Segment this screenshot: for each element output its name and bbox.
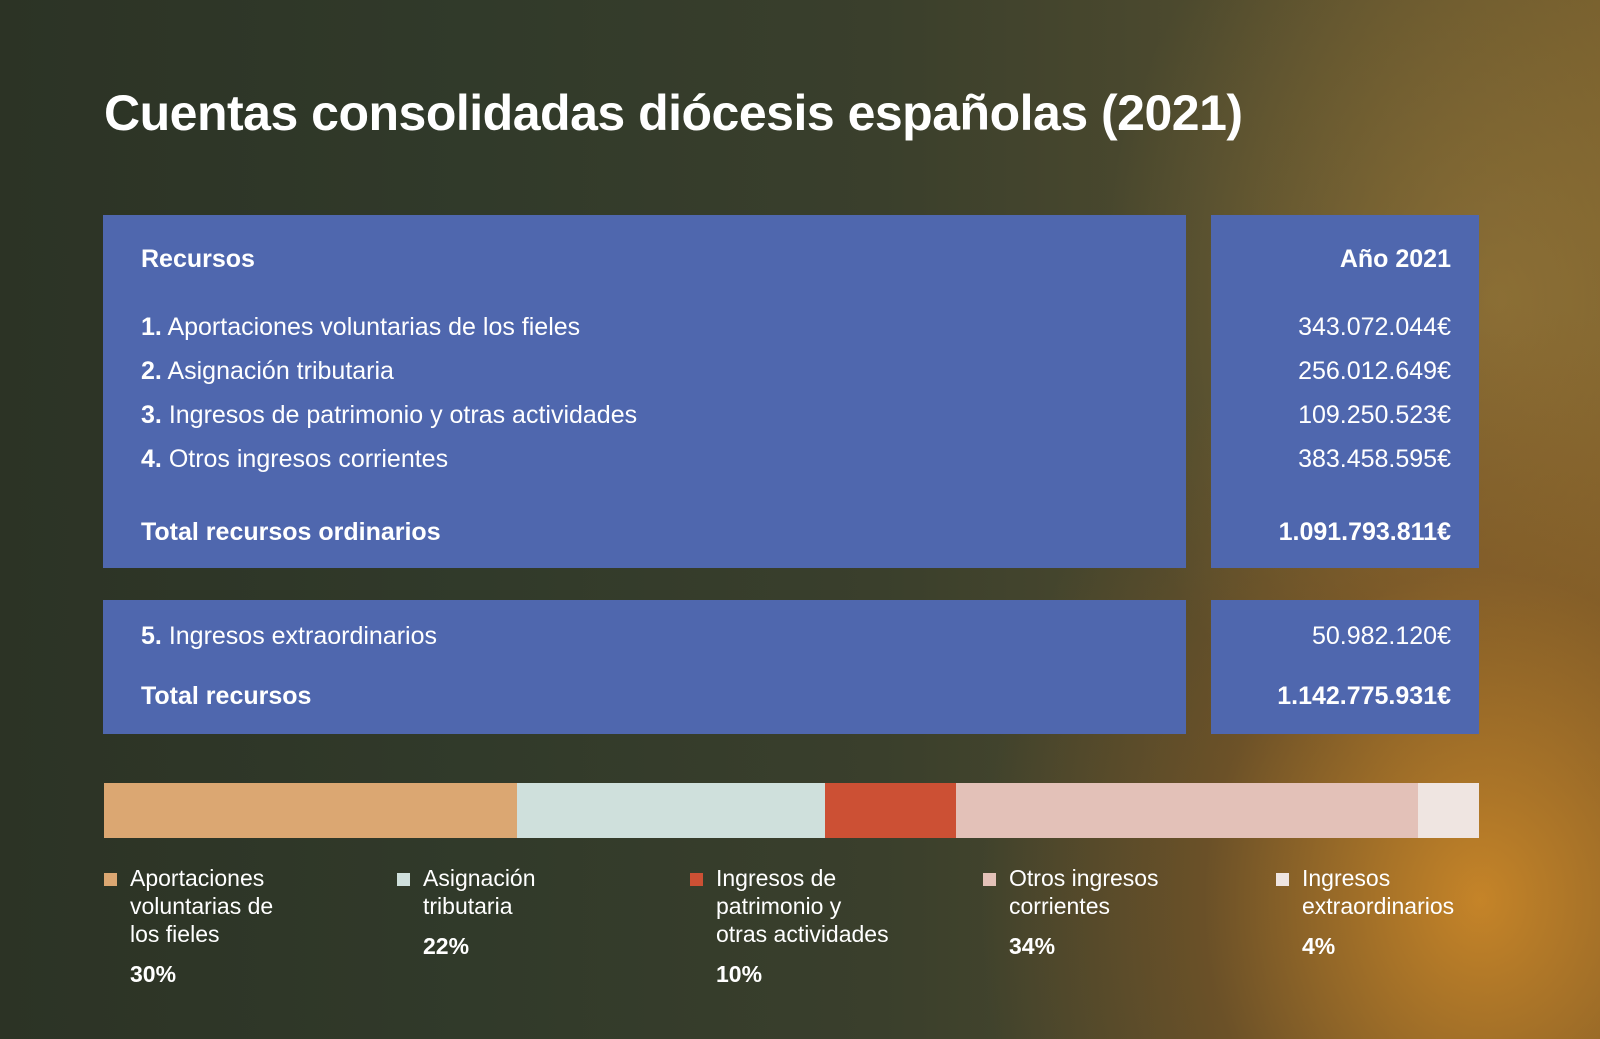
row-number: 4.	[141, 445, 162, 473]
row-number: 2.	[141, 357, 162, 385]
row-label: Ingresos de patrimonio y otras actividad…	[168, 401, 638, 429]
legend-item: Ingresos de patrimonio y otras actividad…	[690, 864, 930, 988]
values-panel: Año 2021 343.072.044€ 256.012.649€ 109.2…	[1211, 215, 1479, 568]
legend-label: Ingresos extraordinarios	[1302, 865, 1455, 919]
resources-panel: Recursos 1. Aportaciones voluntarias de …	[103, 215, 1186, 568]
legend-percent: 22%	[423, 933, 470, 959]
legend-percent: 34%	[1009, 933, 1056, 959]
subtotal-value: 1.091.793.811€	[1278, 518, 1451, 546]
legend-label: Otros ingresos corrientes	[1009, 865, 1159, 919]
row-label: Otros ingresos corrientes	[168, 445, 449, 473]
subtotal-label: Total recursos ordinarios	[141, 518, 441, 546]
row-label-5: 5. Ingresos extraordinarios	[141, 622, 437, 651]
row-number: 1.	[141, 313, 162, 341]
header-recursos: Recursos	[141, 245, 255, 273]
bar-segment	[516, 783, 825, 838]
extra-panel: 5. Ingresos extraordinarios Total recurs…	[103, 600, 1186, 734]
legend-label: Asignación tributaria	[423, 865, 536, 919]
legend-item: Ingresos extraordinarios 4%	[1276, 864, 1516, 960]
legend-swatch	[397, 873, 410, 886]
total-label: Total recursos	[141, 682, 312, 710]
bar-segment	[1417, 783, 1479, 838]
page-title: Cuentas consolidadas diócesis españolas …	[104, 85, 1243, 141]
legend-label: Ingresos de patrimonio y otras actividad…	[716, 865, 889, 947]
row-label-3: 3. Ingresos de patrimonio y otras activi…	[141, 401, 637, 430]
legend-item: Aportaciones voluntarias de los fieles 30…	[104, 864, 344, 988]
total-value: 1.142.775.931€	[1277, 682, 1451, 710]
legend-item: Asignación tributaria 22%	[397, 864, 637, 960]
row-label-4: 4. Otros ingresos corrientes	[141, 445, 448, 474]
row-label: Aportaciones voluntarias de los fieles	[167, 313, 581, 341]
header-year: Año 2021	[1339, 245, 1451, 273]
legend-percent: 30%	[130, 961, 177, 987]
legend-percent: 4%	[1302, 933, 1336, 959]
row-value-3: 109.250.523€	[1298, 401, 1451, 429]
legend-swatch	[1276, 873, 1289, 886]
bar-segment	[824, 783, 957, 838]
row-label: Ingresos extraordinarios	[168, 622, 438, 650]
row-value-4: 383.458.595€	[1298, 445, 1451, 473]
legend-item: Otros ingresos corrientes 34%	[983, 864, 1223, 960]
row-value-1: 343.072.044€	[1298, 313, 1451, 341]
legend-percent: 10%	[716, 961, 763, 987]
extra-values-panel: 50.982.120€ 1.142.775.931€	[1211, 600, 1479, 734]
row-label-1: 1. Aportaciones voluntarias de los fiele…	[141, 313, 580, 342]
bar-segment	[104, 783, 517, 838]
row-value-5: 50.982.120€	[1311, 622, 1451, 650]
row-label: Asignación tributaria	[167, 357, 394, 385]
legend-label: Aportaciones voluntarias de los fieles	[130, 865, 274, 947]
bar-segment	[956, 783, 1418, 838]
legend-swatch	[690, 873, 703, 886]
legend-swatch	[983, 873, 996, 886]
row-number: 3.	[141, 401, 162, 429]
row-value-2: 256.012.649€	[1298, 357, 1451, 385]
row-label-2: 2. Asignación tributaria	[141, 357, 394, 386]
row-number: 5.	[141, 622, 162, 650]
legend-swatch	[104, 873, 117, 886]
stacked-bar	[104, 783, 1479, 838]
